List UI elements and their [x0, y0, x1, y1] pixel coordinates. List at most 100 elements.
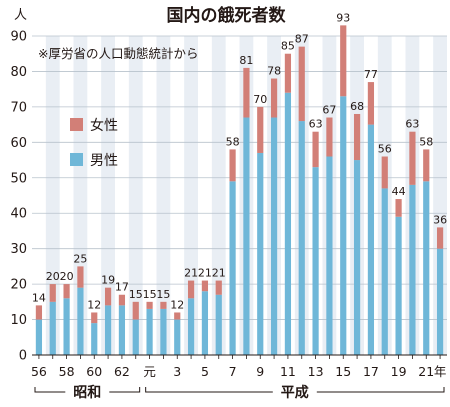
data-label: 15 — [156, 288, 170, 301]
y-tick-label: 60 — [10, 136, 27, 151]
source-note: ※厚労省の人口動態統計から — [38, 46, 198, 61]
y-tick-label: 80 — [10, 65, 27, 80]
y-tick-label: 90 — [10, 30, 27, 45]
bar-female — [132, 301, 139, 320]
bar-male — [257, 152, 264, 355]
x-tick-label: 元 — [143, 364, 156, 379]
bar-female — [395, 199, 402, 217]
bar-female — [229, 149, 236, 182]
x-tick-label: 13 — [308, 364, 324, 379]
bar-male — [326, 156, 333, 355]
y-tick-label: 50 — [10, 171, 27, 186]
bar-male — [77, 287, 84, 355]
bar-female — [270, 78, 278, 118]
bar-male — [312, 167, 319, 355]
bar-female — [49, 284, 56, 302]
bar-male — [160, 308, 167, 355]
bar-female — [340, 25, 347, 97]
data-label: 85 — [281, 40, 295, 53]
bar-female — [174, 312, 181, 320]
x-tick-label: 21 — [418, 364, 434, 379]
bar-female — [409, 131, 416, 185]
bar-female — [423, 149, 430, 182]
data-label: 78 — [267, 65, 281, 78]
bar-female — [436, 227, 444, 249]
legend-swatch-female — [70, 118, 83, 131]
y-tick-label: 40 — [10, 207, 27, 222]
bar-male — [353, 160, 361, 355]
data-label: 15 — [129, 288, 143, 301]
data-label: 58 — [226, 135, 240, 148]
bar-male — [243, 117, 250, 356]
data-label: 63 — [405, 118, 419, 131]
data-label: 21 — [212, 267, 226, 280]
bar-male — [174, 319, 181, 355]
x-tick-label: 3 — [173, 364, 181, 379]
bar-male — [132, 319, 139, 355]
data-label: 12 — [170, 298, 184, 311]
bar-female — [187, 280, 195, 299]
bar-male — [201, 291, 209, 355]
era-bracket — [34, 387, 66, 393]
bar-male — [63, 298, 70, 355]
bar-male — [395, 216, 402, 355]
x-tick-label: 11 — [280, 364, 296, 379]
bar-female — [146, 301, 153, 309]
bar-female — [63, 284, 70, 299]
chart-title: 国内の餓死者数 — [167, 5, 287, 26]
grid-stripe — [45, 36, 60, 355]
data-label: 63 — [309, 118, 323, 131]
grid-stripe — [211, 36, 226, 355]
bar-female — [77, 266, 84, 288]
bar-male — [381, 188, 388, 355]
bar-female — [381, 156, 388, 189]
data-label: 81 — [239, 54, 253, 67]
data-label: 20 — [60, 270, 74, 283]
bar-male — [409, 184, 416, 355]
y-tick-label: 0 — [19, 349, 27, 364]
data-label: 19 — [101, 274, 115, 287]
data-label: 12 — [87, 298, 101, 311]
data-label: 70 — [253, 93, 267, 106]
grid-stripe — [101, 36, 115, 355]
data-label: 93 — [336, 11, 350, 24]
bar-male — [49, 301, 56, 355]
legend-swatch-male — [70, 153, 83, 166]
bar-male — [35, 319, 43, 355]
bar-male — [284, 92, 292, 356]
x-tick-label: 56 — [31, 364, 47, 379]
bar-female — [284, 53, 292, 93]
data-label: 14 — [32, 291, 46, 304]
bar-male — [270, 117, 278, 356]
bar-male — [215, 294, 222, 355]
grid-stripe — [73, 36, 88, 355]
bar-female — [312, 131, 319, 168]
data-label: 25 — [73, 252, 87, 265]
y-tick-label: 30 — [10, 242, 27, 257]
x-tick-label: 7 — [229, 364, 237, 379]
data-label: 17 — [115, 281, 129, 294]
data-label: 44 — [392, 185, 406, 198]
legend: 女性 男性 — [70, 117, 118, 169]
x-tick-label: 19 — [391, 364, 407, 379]
era-bracket — [109, 387, 141, 393]
data-label: 21 — [198, 267, 212, 280]
bar-male — [104, 305, 112, 355]
x-tick-label: 5 — [201, 364, 209, 379]
data-label: 20 — [46, 270, 60, 283]
data-label: 36 — [433, 213, 447, 226]
x-tick-label: 60 — [86, 364, 102, 379]
bar-female — [326, 117, 333, 157]
y-tick-label: 20 — [10, 278, 27, 293]
x-tick-label: 9 — [256, 364, 264, 379]
x-tick-label: 62 — [114, 364, 130, 379]
bar-male — [436, 248, 444, 355]
era-bracket — [316, 387, 445, 393]
legend-label-male: 男性 — [90, 153, 118, 169]
data-label: 58 — [419, 135, 433, 148]
bar-male — [423, 181, 430, 355]
y-tick-label: 10 — [10, 313, 27, 328]
